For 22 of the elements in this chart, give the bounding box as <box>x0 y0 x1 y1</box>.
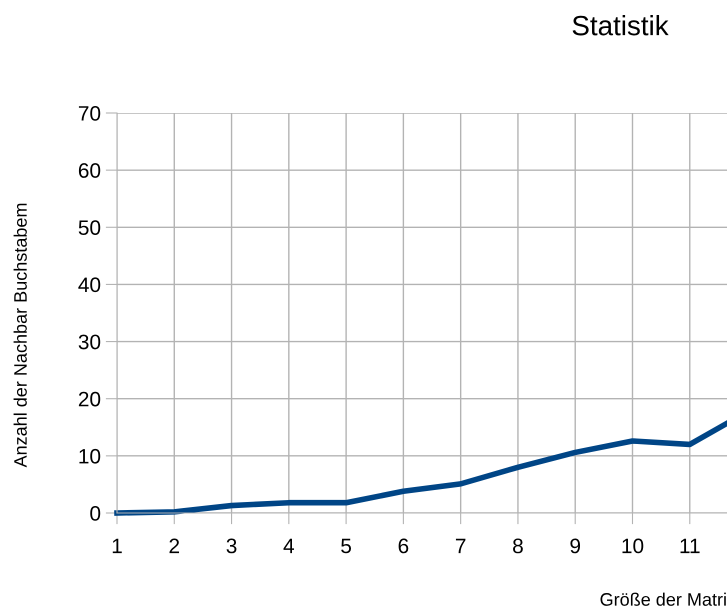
y-tick-label: 10 <box>79 448 100 464</box>
y-tick-label: 50 <box>78 220 100 236</box>
chart-title: Statistik <box>572 15 669 36</box>
x-tick-label: 5 <box>341 538 352 554</box>
x-tick-label: 11 <box>680 538 700 554</box>
x-axis-title: Größe der Matri <box>600 592 726 606</box>
x-tick-label: 7 <box>456 538 466 554</box>
y-axis-title: Anzahl der Nachbar Buchstabem <box>14 204 27 468</box>
x-tick-label: 10 <box>622 538 644 554</box>
x-tick-label: 2 <box>170 538 180 554</box>
y-tick-label: 30 <box>78 334 100 350</box>
y-tick-label: 70 <box>78 106 100 121</box>
y-tick-label: 0 <box>90 506 100 521</box>
y-tick-label: 20 <box>78 392 100 406</box>
x-tick-label: 3 <box>226 538 236 554</box>
x-tick-label: 4 <box>284 538 294 554</box>
x-tick-label: 6 <box>398 538 408 554</box>
x-tick-label: 9 <box>570 538 580 554</box>
y-tick-label: 60 <box>78 163 100 178</box>
x-tick-label: 8 <box>513 538 523 554</box>
x-tick-label: 1 <box>112 538 122 554</box>
y-tick-label: 40 <box>78 277 100 292</box>
